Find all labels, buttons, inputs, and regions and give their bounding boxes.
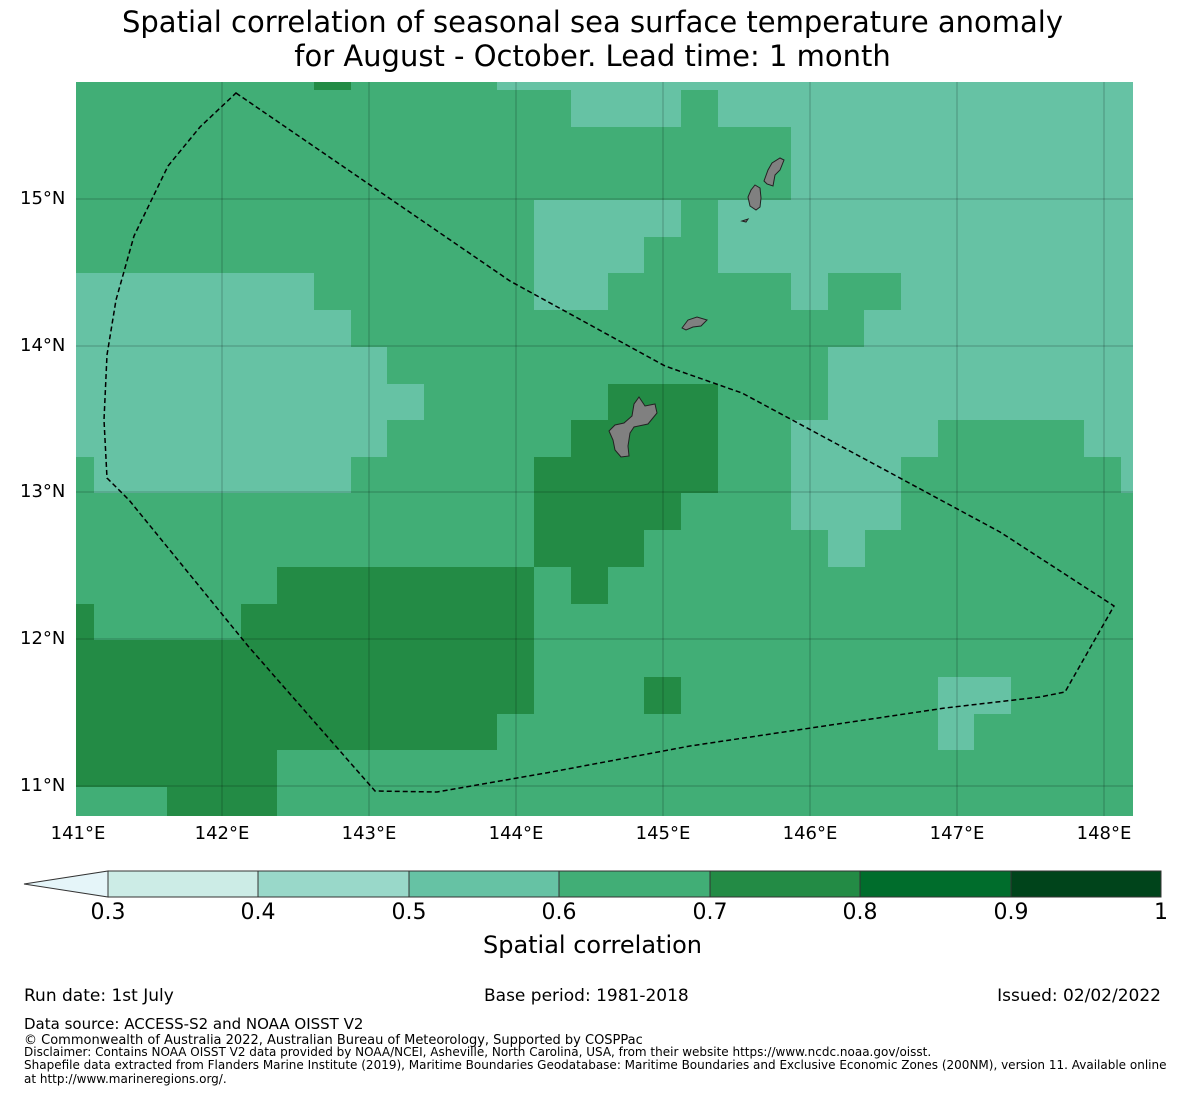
- colorbar-tick-0.9: 0.9: [993, 900, 1029, 925]
- colorbar-segment-0.7-0.8: [710, 871, 860, 897]
- colorbar-tick-0.7: 0.7: [692, 900, 728, 925]
- lat-label-15n: 15°N: [20, 188, 66, 209]
- colorbar-segment-0.5-0.6: [409, 871, 559, 897]
- copyright-notice: © Commonwealth of Australia 2022, Austra…: [24, 1033, 643, 1048]
- colorbar-segment-0.8-0.9: [860, 871, 1011, 897]
- colorbar-label: Spatial correlation: [482, 931, 703, 959]
- map-title-line-2: for August - October. Lead time: 1 month: [294, 39, 891, 73]
- data-source: Data source: ACCESS-S2 and NOAA OISST V2: [24, 1015, 364, 1033]
- saipan-island: [763, 157, 785, 187]
- disclaimer: Disclaimer: Contains NOAA OISST V2 data …: [24, 1045, 932, 1059]
- colorbar-tick-0.8: 0.8: [842, 900, 878, 925]
- lon-label-142e: 142°E: [194, 823, 250, 844]
- correlation-0.5-0.6-cells: [76, 82, 1133, 750]
- aguijan-island: [740, 218, 750, 223]
- colorbar-segment-0.3-0.4: [108, 871, 258, 897]
- colorbar-segment-0.6-0.7: [559, 871, 710, 897]
- lon-label-141e: 141°E: [50, 823, 106, 844]
- colorbar-under-triangle: [23, 870, 109, 898]
- colorbar-tick-1: 1: [1154, 900, 1168, 925]
- lat-label-11n: 11°N: [20, 775, 66, 796]
- colorbar-tick-0.5: 0.5: [391, 900, 427, 925]
- base-period: Base period: 1981-2018: [484, 986, 689, 1006]
- tinian-island: [747, 184, 762, 211]
- colorbar-segment-0.9-1: [1011, 871, 1161, 897]
- colorbar-outline: [107, 870, 1162, 898]
- issued-date: Issued: 02/02/2022: [997, 986, 1161, 1006]
- lat-label-14n: 14°N: [20, 335, 66, 356]
- map-title-line-1: Spatial correlation of seasonal sea surf…: [121, 5, 1064, 39]
- lon-label-144e: 144°E: [488, 823, 544, 844]
- shapefile-credit: Shapefile data extracted from Flanders M…: [24, 1058, 1167, 1086]
- colorbar-tick-0.3: 0.3: [90, 900, 126, 925]
- land-islands: [608, 157, 785, 458]
- run-date: Run date: 1st July: [24, 986, 174, 1006]
- lon-label-147e: 147°E: [929, 823, 985, 844]
- lon-label-148e: 148°E: [1076, 823, 1132, 844]
- lon-label-146e: 146°E: [782, 823, 838, 844]
- correlation-map: [76, 82, 1133, 816]
- map-gridlines: [76, 82, 1133, 816]
- colorbar-tick-0.6: 0.6: [541, 900, 577, 925]
- correlation-0.7-0.8-cells: [76, 82, 718, 816]
- eez-boundary: [103, 92, 1116, 793]
- lon-label-143e: 143°E: [341, 823, 397, 844]
- guam-island: [608, 396, 658, 458]
- lat-label-12n: 12°N: [20, 628, 66, 649]
- lat-label-13n: 13°N: [20, 481, 66, 502]
- colorbar-tick-0.4: 0.4: [240, 900, 276, 925]
- lon-label-145e: 145°E: [635, 823, 691, 844]
- colorbar-segment-0.4-0.5: [258, 871, 409, 897]
- colorbar: [23, 870, 1162, 898]
- rota-island: [681, 316, 708, 331]
